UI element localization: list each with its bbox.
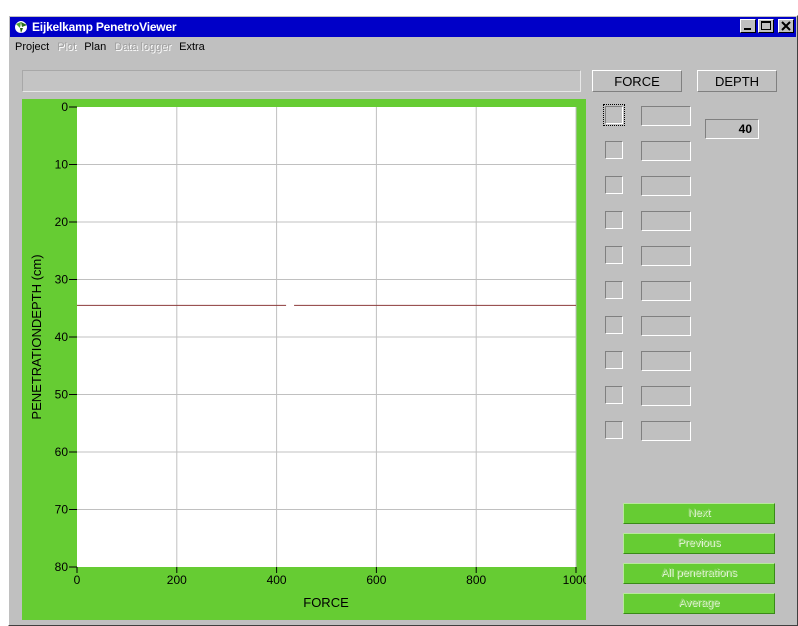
minimize-button[interactable] <box>740 19 756 33</box>
penetration-force-field[interactable] <box>641 141 691 161</box>
y-axis-ticks: 0 10 20 30 40 50 60 70 80 <box>55 100 77 574</box>
all-penetrations-button[interactable]: All penetrations <box>623 563 775 584</box>
maximize-icon <box>761 21 771 30</box>
status-field <box>22 70 581 92</box>
penetration-checkbox[interactable] <box>605 351 623 369</box>
penetration-force-field[interactable] <box>641 386 691 406</box>
penetration-force-field[interactable] <box>641 421 691 441</box>
penetration-checkbox[interactable] <box>605 211 623 229</box>
penetration-checkbox[interactable] <box>603 104 625 126</box>
penetration-force-field[interactable] <box>641 281 691 301</box>
y-tick-label: 0 <box>61 100 68 114</box>
x-tick-label: 600 <box>366 573 386 587</box>
x-axis-ticks: 0 200 400 600 800 1000 <box>74 567 586 587</box>
title-bar[interactable]: Eijkelkamp PenetroViewer <box>10 17 796 37</box>
penetration-force-field[interactable] <box>641 211 691 231</box>
penetration-checkbox[interactable] <box>605 141 623 159</box>
menu-extra[interactable]: Extra <box>179 41 205 53</box>
menu-project[interactable]: Project <box>15 41 50 53</box>
penetration-chart[interactable]: 0 10 20 30 40 50 60 70 80 0 200 400 600 800 1000 FORC… <box>22 99 586 620</box>
menu-plot[interactable]: Plot <box>57 41 77 53</box>
average-button[interactable]: Average <box>623 593 775 614</box>
y-tick-label: 40 <box>55 330 69 344</box>
close-button[interactable] <box>778 19 794 33</box>
maximize-button[interactable] <box>758 19 774 33</box>
menu-plan[interactable]: Plan <box>84 41 107 53</box>
y-axis-label: PENETRATIONDEPTH (cm) <box>29 254 44 419</box>
app-icon <box>15 21 27 33</box>
penetration-force-field[interactable] <box>641 316 691 336</box>
penetration-checkbox[interactable] <box>605 421 623 439</box>
y-tick-label: 20 <box>55 215 69 229</box>
penetration-force-field[interactable] <box>641 246 691 266</box>
previous-button[interactable]: Previous <box>623 533 775 554</box>
grid-lines <box>77 107 577 567</box>
close-icon <box>781 21 791 31</box>
depth-column-header: DEPTH <box>697 70 777 92</box>
penetration-checkbox[interactable] <box>605 316 623 334</box>
penetration-force-field[interactable] <box>641 351 691 371</box>
x-tick-label: 200 <box>167 573 187 587</box>
y-tick-label: 80 <box>55 560 69 574</box>
penetration-force-field[interactable] <box>641 106 691 126</box>
penetration-checkbox[interactable] <box>605 176 623 194</box>
minimize-icon <box>744 28 751 30</box>
y-tick-label: 60 <box>55 445 69 459</box>
y-tick-label: 70 <box>55 503 69 517</box>
chart-panel: 0 10 20 30 40 50 60 70 80 0 200 400 600 800 1000 FORC… <box>22 99 586 620</box>
penetration-checkbox[interactable] <box>605 386 623 404</box>
x-tick-label: 0 <box>74 573 81 587</box>
app-window: Eijkelkamp PenetroViewer Project Plot Pl… <box>8 15 798 626</box>
depth-value-field[interactable]: 40 <box>705 119 759 139</box>
x-tick-label: 800 <box>466 573 486 587</box>
y-tick-label: 50 <box>55 388 69 402</box>
x-tick-label: 1000 <box>563 573 586 587</box>
x-axis-label: FORCE <box>303 595 349 610</box>
menu-bar: Project Plot Plan Data logger Extra <box>10 38 796 58</box>
next-button[interactable]: Next <box>623 503 775 524</box>
penetration-checkbox[interactable] <box>605 281 623 299</box>
penetration-force-field[interactable] <box>641 176 691 196</box>
x-tick-label: 400 <box>267 573 287 587</box>
y-tick-label: 10 <box>55 158 69 172</box>
penetration-checkbox[interactable] <box>605 246 623 264</box>
force-column-header: FORCE <box>592 70 682 92</box>
window-title: Eijkelkamp PenetroViewer <box>32 20 177 34</box>
menu-data-logger[interactable]: Data logger <box>114 41 172 53</box>
y-tick-label: 30 <box>55 273 69 287</box>
